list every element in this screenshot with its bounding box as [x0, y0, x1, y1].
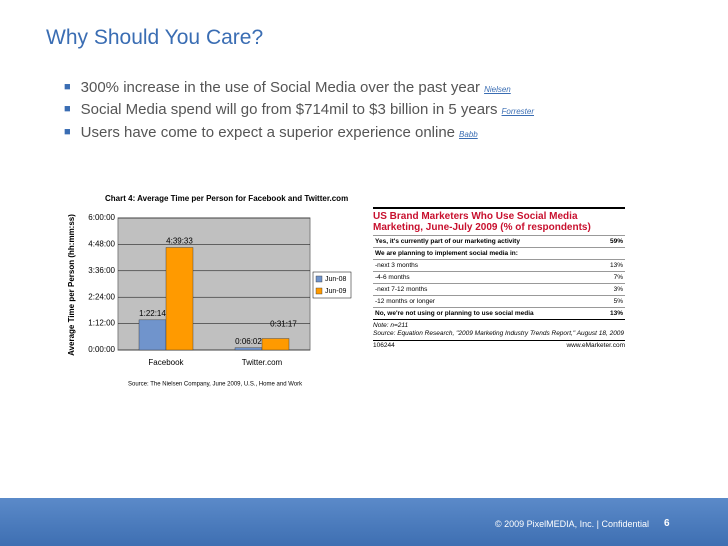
table-footer: 106244 www.eMarketer.com: [373, 340, 625, 349]
chart: Chart 4: Average Time per Person for Fac…: [67, 194, 352, 388]
chart-title: Chart 4: Average Time per Person for Fac…: [105, 194, 348, 203]
table-row: No, we're not using or planning to use s…: [373, 307, 625, 319]
value-label: 0:06:02: [235, 337, 262, 346]
legend-label: Jun-08: [325, 276, 347, 283]
footer-text: © 2009 PixelMEDIA, Inc. | Confidential: [495, 519, 650, 529]
y-tick-label: 6:00:00: [88, 213, 115, 222]
slide-title: Why Should You Care?: [46, 26, 264, 49]
bullet: ■ 300% increase in the use of Social Medi…: [64, 79, 511, 96]
table-title: US Brand Marketers Who Use Social Media …: [373, 211, 591, 233]
y-tick-label: 0:00:00: [88, 345, 115, 354]
y-axis-title: Average Time per Person (hh:mm:ss): [67, 214, 76, 356]
y-tick-label: 4:48:00: [88, 240, 115, 249]
bullet-source[interactable]: Nielsen: [484, 85, 511, 94]
bar: [165, 247, 194, 351]
table-source: Source: Equation Research, "2009 Marketi…: [373, 330, 625, 337]
table-row: -next 3 months 13%: [373, 259, 625, 271]
table-label: No, we're not using or planning to use s…: [375, 310, 534, 317]
table-label: -next 7-12 months: [375, 286, 428, 293]
bullet-source[interactable]: Babb: [459, 130, 478, 139]
table-value: 7%: [613, 274, 623, 281]
table-note: Note: n=211 Source: Equation Research, "2…: [373, 319, 625, 338]
bullet-source[interactable]: Forrester: [501, 107, 534, 116]
bullet-text: Social Media spend will go from $714mil …: [80, 101, 498, 118]
table-row: -next 7-12 months 3%: [373, 283, 625, 295]
bar: [138, 319, 167, 351]
bar: [261, 338, 290, 351]
y-tick-label: 1:12:00: [88, 319, 115, 328]
y-tick-label: 2:24:00: [88, 292, 115, 301]
value-label: 4:39:33: [166, 237, 193, 246]
x-tick-label: Facebook: [148, 358, 184, 367]
bullet-text: Users have come to expect a superior exp…: [80, 124, 456, 141]
table-row: Yes, it's currently part of our marketin…: [373, 235, 625, 247]
table-body: Yes, it's currently part of our marketin…: [373, 235, 625, 319]
table-row: -12 months or longer 5%: [373, 295, 625, 307]
table-value: 5%: [613, 298, 623, 305]
y-tick-label: 3:36:00: [88, 266, 115, 275]
table-row: -4-6 months 7%: [373, 271, 625, 283]
bullet: ■ Social Media spend will go from $714mil…: [64, 101, 534, 118]
table-label: -next 3 months: [375, 262, 418, 269]
legend-label: Jun-09: [325, 288, 347, 295]
bar: [234, 347, 263, 351]
table-site: www.eMarketer.com: [566, 342, 625, 349]
table-value: 13%: [609, 310, 623, 317]
chart-source: Source: The Nielsen Company, June 2009, …: [128, 382, 303, 388]
table-value: 13%: [609, 262, 623, 269]
table-value: 59%: [609, 238, 623, 245]
legend-swatch: [315, 287, 323, 295]
value-label: 1:22:14: [139, 309, 166, 318]
x-tick-label: Twitter.com: [242, 358, 283, 367]
table-row: We are planning to implement social medi…: [373, 247, 625, 259]
table: US Brand Marketers Who Use Social Media …: [373, 207, 625, 349]
legend-swatch: [315, 275, 323, 283]
table-label: We are planning to implement social medi…: [375, 250, 518, 257]
note: Note: n=211: [373, 322, 409, 329]
table-value: 3%: [613, 286, 623, 293]
bullet-text: 300% increase in the use of Social Media…: [80, 79, 481, 96]
value-label: 0:31:17: [270, 320, 297, 329]
page-number: 6: [664, 518, 670, 529]
footer-bar: [0, 498, 728, 546]
table-id: 106244: [373, 342, 395, 349]
table-label: -12 months or longer: [375, 298, 435, 305]
bullet: ■ Users have come to expect a superior ex…: [64, 124, 478, 141]
table-label: Yes, it's currently part of our marketin…: [375, 238, 520, 245]
table-label: -4-6 months: [375, 274, 410, 281]
